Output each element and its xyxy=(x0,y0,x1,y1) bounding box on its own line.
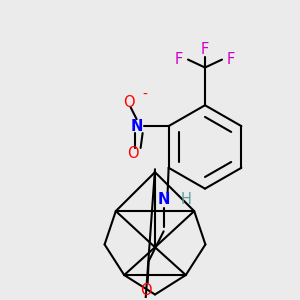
Text: F: F xyxy=(201,42,209,57)
Text: -: - xyxy=(142,88,148,102)
Text: O: O xyxy=(140,284,152,298)
Text: O: O xyxy=(127,146,138,161)
Text: N: N xyxy=(158,192,170,207)
Text: O: O xyxy=(123,95,134,110)
Text: F: F xyxy=(175,52,183,67)
Text: F: F xyxy=(227,52,235,67)
Text: N: N xyxy=(130,118,143,134)
Text: H: H xyxy=(181,192,191,207)
